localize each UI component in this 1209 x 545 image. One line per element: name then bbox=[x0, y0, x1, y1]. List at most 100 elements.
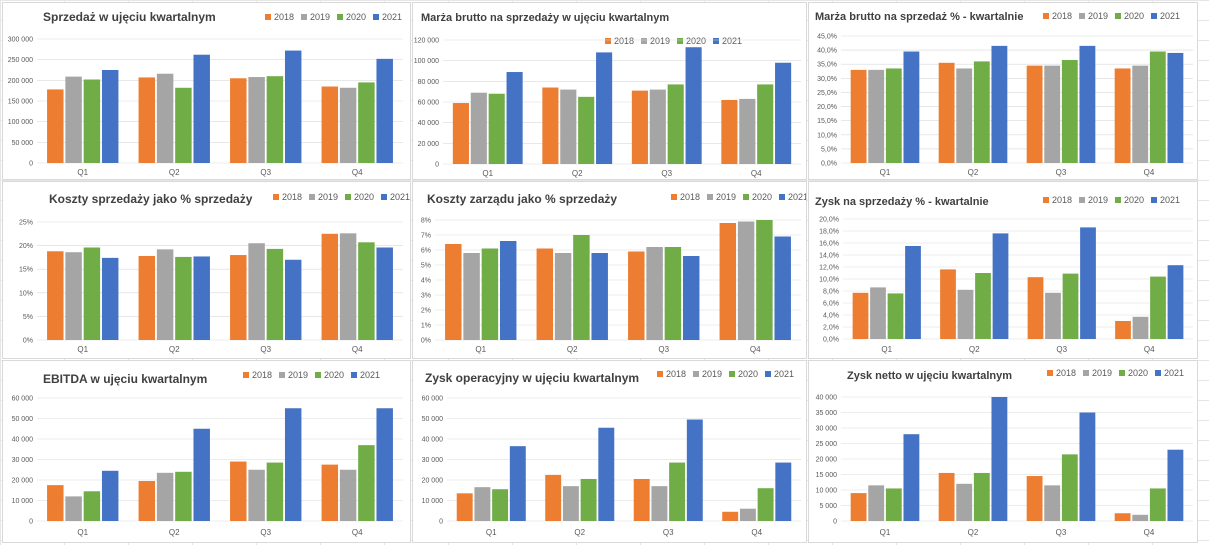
bar-Q2-2020[interactable] bbox=[580, 478, 597, 521]
bar-Q3-2019[interactable] bbox=[248, 243, 265, 340]
bar-Q1-2019[interactable] bbox=[470, 92, 487, 164]
bar-Q3-2021[interactable] bbox=[1080, 227, 1096, 339]
bar-Q3-2018[interactable] bbox=[1027, 277, 1044, 339]
bar-Q4-2021[interactable] bbox=[1167, 449, 1184, 521]
chart-panel-5[interactable]: Koszty zarządu jako % sprzedaży 2018 2019 2… bbox=[412, 181, 807, 359]
bar-Q2-2019[interactable] bbox=[562, 486, 579, 521]
bar-Q4-2020[interactable] bbox=[757, 84, 774, 164]
bar-Q2-2019[interactable] bbox=[554, 253, 572, 340]
bar-Q3-2021[interactable] bbox=[682, 256, 700, 340]
bar-Q2-2020[interactable] bbox=[175, 471, 192, 521]
bar-Q4-2020[interactable] bbox=[756, 220, 773, 340]
bar-Q4-2021[interactable] bbox=[775, 462, 792, 521]
bar-Q1-2018[interactable] bbox=[850, 493, 867, 521]
bar-Q4-2018[interactable] bbox=[1115, 321, 1131, 339]
bar-Q1-2018[interactable] bbox=[850, 69, 867, 163]
bar-Q2-2021[interactable] bbox=[193, 428, 210, 521]
bar-Q2-2018[interactable] bbox=[536, 248, 554, 341]
bar-Q1-2020[interactable] bbox=[83, 491, 101, 521]
bar-Q2-2021[interactable] bbox=[991, 397, 1008, 521]
bar-Q2-2019[interactable] bbox=[956, 68, 973, 163]
bar-Q1-2019[interactable] bbox=[868, 485, 885, 521]
bar-Q3-2019[interactable] bbox=[248, 77, 265, 163]
chart-panel-4[interactable]: Koszty sprzedaży jako % sprzedaży 2018 201… bbox=[2, 181, 411, 359]
bar-Q2-2019[interactable] bbox=[560, 89, 577, 164]
bar-Q1-2021[interactable] bbox=[506, 72, 523, 164]
bar-Q2-2019[interactable] bbox=[156, 73, 174, 163]
chart-panel-9[interactable]: Zysk netto w ujęciu kwartalnym 2018 2019 20… bbox=[808, 360, 1198, 543]
bar-Q4-2019[interactable] bbox=[737, 221, 755, 341]
bar-Q1-2021[interactable] bbox=[499, 241, 517, 340]
bar-Q2-2020[interactable] bbox=[973, 61, 990, 163]
bar-Q1-2018[interactable] bbox=[852, 292, 869, 339]
bar-Q4-2019[interactable] bbox=[339, 469, 357, 521]
bar-Q2-2018[interactable] bbox=[545, 474, 562, 521]
bar-Q1-2021[interactable] bbox=[903, 434, 920, 521]
bar-Q4-2021[interactable] bbox=[376, 408, 393, 521]
bar-Q2-2019[interactable] bbox=[957, 289, 974, 339]
bar-Q4-2019[interactable] bbox=[1132, 316, 1149, 339]
bar-Q2-2020[interactable] bbox=[973, 472, 990, 521]
bar-Q2-2018[interactable] bbox=[940, 269, 956, 339]
bar-Q1-2020[interactable] bbox=[887, 293, 904, 339]
bar-Q1-2021[interactable] bbox=[905, 246, 921, 339]
bar-Q4-2019[interactable] bbox=[339, 87, 357, 163]
bar-Q3-2018[interactable] bbox=[633, 478, 650, 521]
bar-Q1-2020[interactable] bbox=[488, 93, 505, 164]
bar-Q3-2018[interactable] bbox=[230, 461, 247, 521]
bar-Q4-2020[interactable] bbox=[1149, 488, 1166, 521]
bar-Q1-2020[interactable] bbox=[83, 247, 101, 340]
bar-Q4-2020[interactable] bbox=[358, 242, 375, 340]
bar-Q1-2020[interactable] bbox=[83, 79, 101, 163]
bar-Q3-2020[interactable] bbox=[266, 76, 284, 163]
bar-Q3-2021[interactable] bbox=[284, 408, 302, 521]
bar-Q1-2019[interactable] bbox=[868, 69, 885, 163]
chart-panel-2[interactable]: Marża brutto na sprzedaży w ujęciu kwart… bbox=[412, 2, 807, 180]
bar-Q2-2018[interactable] bbox=[138, 77, 156, 163]
bar-Q1-2019[interactable] bbox=[474, 487, 491, 521]
bar-Q2-2021[interactable] bbox=[193, 256, 210, 340]
bar-Q1-2018[interactable] bbox=[452, 103, 469, 164]
bar-Q3-2020[interactable] bbox=[669, 462, 686, 521]
bar-Q2-2020[interactable] bbox=[975, 273, 991, 339]
bar-Q3-2018[interactable] bbox=[631, 90, 648, 164]
bar-Q2-2021[interactable] bbox=[992, 233, 1009, 339]
bar-Q1-2018[interactable] bbox=[456, 493, 473, 521]
bar-Q3-2021[interactable] bbox=[685, 47, 702, 164]
bar-Q1-2018[interactable] bbox=[47, 89, 64, 163]
bar-Q3-2019[interactable] bbox=[248, 469, 265, 521]
bar-Q3-2020[interactable] bbox=[1062, 273, 1079, 339]
bar-Q1-2018[interactable] bbox=[445, 244, 462, 340]
bar-Q1-2019[interactable] bbox=[65, 252, 82, 340]
bar-Q3-2020[interactable] bbox=[1061, 59, 1078, 163]
bar-Q4-2018[interactable] bbox=[1114, 513, 1131, 521]
bar-Q1-2019[interactable] bbox=[870, 287, 886, 339]
bar-Q2-2020[interactable] bbox=[175, 256, 192, 340]
bar-Q4-2021[interactable] bbox=[376, 58, 393, 164]
bar-Q3-2020[interactable] bbox=[667, 84, 684, 164]
bar-Q1-2020[interactable] bbox=[885, 68, 902, 163]
bar-Q4-2018[interactable] bbox=[721, 99, 738, 164]
bar-Q4-2019[interactable] bbox=[739, 508, 756, 521]
bar-Q3-2020[interactable] bbox=[664, 247, 682, 340]
bar-Q4-2020[interactable] bbox=[757, 488, 774, 521]
bar-Q3-2019[interactable] bbox=[646, 247, 663, 340]
bar-Q3-2019[interactable] bbox=[1044, 65, 1061, 163]
bar-Q4-2018[interactable] bbox=[722, 511, 739, 521]
bar-Q4-2021[interactable] bbox=[1167, 52, 1184, 163]
bar-Q4-2020[interactable] bbox=[358, 82, 375, 163]
bar-Q1-2018[interactable] bbox=[47, 485, 64, 521]
bar-Q2-2019[interactable] bbox=[156, 249, 174, 340]
bar-Q3-2019[interactable] bbox=[649, 89, 666, 164]
bar-Q3-2020[interactable] bbox=[266, 248, 284, 340]
bar-Q4-2018[interactable] bbox=[321, 233, 339, 340]
bar-Q2-2021[interactable] bbox=[193, 54, 210, 163]
bar-Q3-2018[interactable] bbox=[1026, 65, 1043, 163]
bar-Q1-2021[interactable] bbox=[509, 446, 526, 521]
bar-Q3-2018[interactable] bbox=[628, 251, 645, 341]
bar-Q1-2020[interactable] bbox=[481, 248, 499, 341]
bar-Q3-2020[interactable] bbox=[266, 462, 284, 521]
bar-Q4-2021[interactable] bbox=[774, 236, 791, 341]
bar-Q3-2019[interactable] bbox=[1045, 292, 1061, 339]
bar-Q1-2020[interactable] bbox=[885, 488, 902, 521]
